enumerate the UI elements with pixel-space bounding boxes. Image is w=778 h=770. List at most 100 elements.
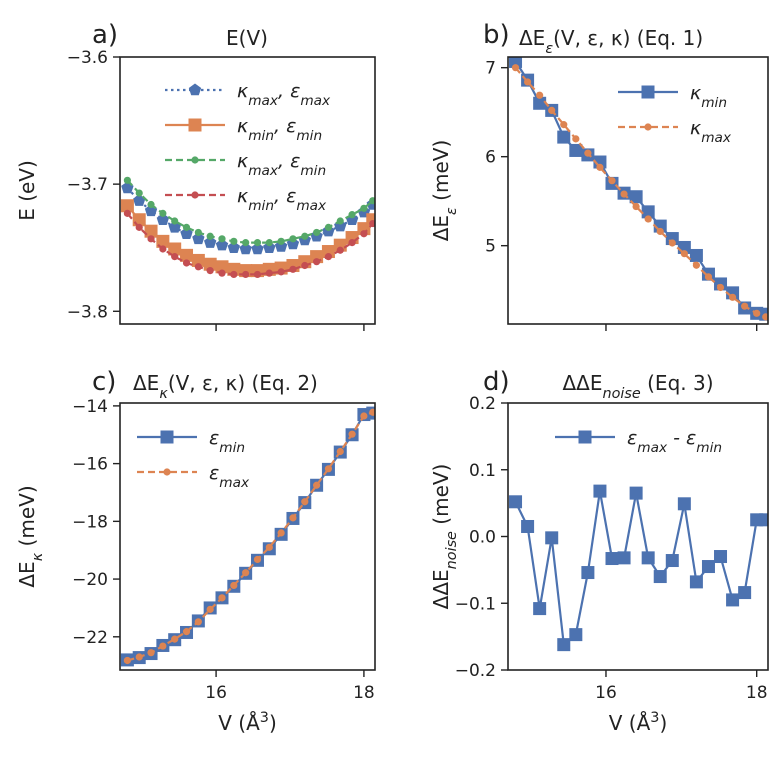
data-point bbox=[301, 498, 309, 506]
data-point bbox=[569, 143, 583, 157]
data-point bbox=[265, 269, 273, 277]
data-point bbox=[336, 447, 344, 456]
data-point bbox=[147, 649, 155, 657]
data-point bbox=[230, 237, 238, 245]
data-point bbox=[218, 269, 226, 277]
panel-title: ΔEε(V, ε, κ) (Eq. 1) bbox=[519, 26, 703, 57]
data-point bbox=[313, 481, 321, 489]
data-point bbox=[313, 228, 321, 237]
data-point bbox=[215, 238, 229, 251]
data-point bbox=[738, 586, 752, 600]
data-point bbox=[301, 261, 309, 270]
data-point bbox=[536, 91, 544, 99]
data-point bbox=[617, 551, 631, 565]
data-point bbox=[677, 497, 691, 511]
data-point bbox=[321, 245, 335, 259]
y-axis-label: ΔEκ (meV) bbox=[15, 485, 46, 587]
x-axis-label: V (Å3) bbox=[609, 710, 668, 735]
data-point bbox=[230, 581, 238, 590]
y-axis-label: ΔΔEnoise (meV) bbox=[429, 464, 460, 610]
data-point bbox=[753, 309, 761, 317]
data-point bbox=[324, 465, 333, 473]
data-point bbox=[171, 253, 179, 261]
data-point bbox=[265, 239, 273, 247]
data-point bbox=[289, 265, 297, 273]
data-point bbox=[182, 259, 191, 267]
plot-area bbox=[120, 176, 375, 279]
data-point bbox=[120, 199, 134, 213]
data-point bbox=[369, 408, 375, 416]
data-point bbox=[180, 248, 194, 262]
data-point bbox=[171, 217, 179, 225]
data-point bbox=[277, 237, 285, 245]
data-point bbox=[521, 519, 535, 533]
data-point bbox=[182, 223, 191, 231]
y-tick-label: −14 bbox=[72, 397, 108, 417]
panel-b: b) ΔEε(V, ε, κ) (Eq. 1) 5 6 7 ΔEε (meV) κmin κm… bbox=[429, 20, 769, 331]
data-point bbox=[641, 205, 655, 219]
data-point bbox=[194, 618, 202, 626]
data-point bbox=[251, 242, 264, 255]
legend-marker bbox=[641, 85, 655, 99]
data-point bbox=[123, 176, 131, 184]
y-tick-label: −22 bbox=[72, 628, 108, 648]
data-point bbox=[206, 267, 214, 275]
data-point bbox=[668, 239, 676, 247]
data-point bbox=[608, 177, 616, 185]
data-point bbox=[360, 230, 368, 238]
legend-marker bbox=[163, 468, 171, 476]
data-point bbox=[289, 514, 297, 522]
legend-marker bbox=[188, 118, 202, 132]
data-point bbox=[369, 219, 375, 228]
data-point bbox=[206, 605, 214, 613]
data-point bbox=[629, 190, 643, 204]
series-line bbox=[127, 411, 374, 662]
y-tick-label: −0.2 bbox=[455, 661, 496, 681]
data-point bbox=[301, 232, 309, 240]
data-point bbox=[726, 593, 740, 607]
y-axis-label: E (eV) bbox=[15, 160, 39, 221]
data-point bbox=[333, 238, 347, 252]
data-point bbox=[629, 486, 643, 500]
legend-marker bbox=[191, 156, 199, 164]
data-point bbox=[253, 270, 262, 279]
legend-marker bbox=[160, 430, 174, 444]
data-point bbox=[557, 638, 571, 652]
data-point bbox=[689, 575, 703, 589]
data-point bbox=[548, 106, 556, 114]
data-point bbox=[596, 163, 604, 171]
series-line bbox=[126, 187, 374, 251]
y-tick-label: −3.6 bbox=[67, 48, 108, 68]
data-point bbox=[182, 628, 191, 636]
data-point bbox=[714, 550, 728, 564]
y-tick-label: −18 bbox=[72, 512, 108, 532]
data-point bbox=[523, 78, 532, 86]
data-point bbox=[180, 227, 193, 239]
data-point bbox=[509, 495, 523, 509]
legend-marker bbox=[191, 191, 199, 199]
plot-area bbox=[120, 406, 375, 667]
panel-letter: c) bbox=[92, 367, 116, 397]
data-point bbox=[511, 64, 520, 72]
data-point bbox=[557, 130, 571, 144]
data-point bbox=[192, 232, 205, 245]
data-point bbox=[620, 190, 628, 198]
y-axis-label: ΔEε (meV) bbox=[429, 140, 460, 242]
data-point bbox=[324, 253, 333, 261]
data-point bbox=[159, 245, 167, 253]
data-point bbox=[533, 96, 547, 110]
data-point bbox=[277, 268, 285, 276]
y-tick-label: 0.0 bbox=[469, 528, 496, 548]
data-point bbox=[324, 223, 333, 231]
data-point bbox=[227, 262, 241, 276]
data-point bbox=[313, 258, 321, 266]
legend-label: εmax bbox=[209, 462, 250, 491]
data-point bbox=[289, 235, 297, 243]
legend-marker bbox=[578, 430, 592, 444]
data-point bbox=[759, 513, 768, 527]
data-point bbox=[191, 253, 205, 267]
panel-title: E(V) bbox=[226, 26, 268, 50]
data-point bbox=[689, 248, 703, 262]
legend-label: κmax, εmax bbox=[237, 80, 331, 109]
